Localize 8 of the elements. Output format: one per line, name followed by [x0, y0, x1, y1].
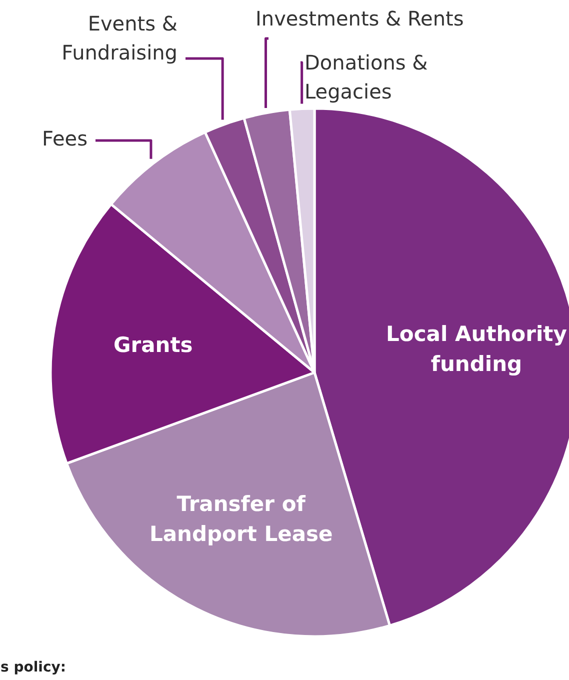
slice-label: Grants — [114, 332, 193, 357]
slice-label: Transfer of Landport Lease — [149, 492, 333, 546]
slice-label: Events & Fundraising — [62, 12, 178, 64]
slice-label: Local Authority funding — [386, 322, 568, 376]
slice-label: Fees — [42, 126, 88, 150]
slice-label: Investments & Rents — [256, 6, 464, 30]
text: s policy: — [0, 660, 66, 676]
slice-label: Donations & Legacies — [304, 50, 428, 104]
